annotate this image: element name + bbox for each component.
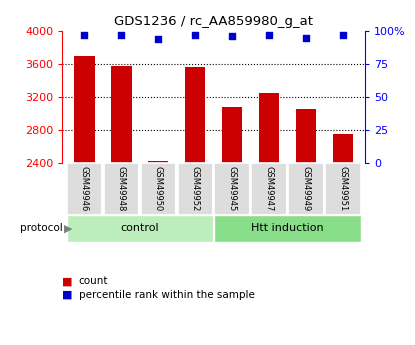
Point — [155, 36, 161, 42]
Bar — [185, 67, 205, 162]
Text: GSM49951: GSM49951 — [339, 166, 347, 211]
Title: GDS1236 / rc_AA859980_g_at: GDS1236 / rc_AA859980_g_at — [114, 16, 313, 29]
Bar — [141, 162, 176, 215]
Point — [118, 32, 124, 38]
Text: GSM49948: GSM49948 — [117, 166, 126, 211]
Bar — [222, 107, 242, 162]
Text: GSM49950: GSM49950 — [154, 166, 163, 211]
Text: percentile rank within the sample: percentile rank within the sample — [79, 290, 255, 300]
Text: GSM49947: GSM49947 — [265, 166, 273, 211]
Bar — [288, 162, 324, 215]
Bar — [111, 66, 132, 162]
Bar — [148, 161, 168, 162]
Bar — [67, 215, 213, 242]
Point — [192, 32, 198, 38]
Text: GSM49949: GSM49949 — [302, 166, 310, 211]
Point — [266, 32, 273, 38]
Text: ▶: ▶ — [64, 223, 73, 233]
Text: GSM49952: GSM49952 — [191, 166, 200, 211]
Bar — [259, 93, 279, 162]
Point — [303, 35, 310, 40]
Text: Htt induction: Htt induction — [251, 223, 324, 233]
Bar — [67, 162, 102, 215]
Bar — [215, 162, 250, 215]
Bar — [178, 162, 213, 215]
Bar — [215, 215, 361, 242]
Text: GSM49945: GSM49945 — [228, 166, 237, 211]
Point — [229, 33, 236, 39]
Point — [81, 32, 88, 38]
Point — [340, 32, 347, 38]
Text: count: count — [79, 276, 108, 286]
Bar — [104, 162, 139, 215]
Text: protocol: protocol — [20, 223, 62, 233]
Bar — [296, 109, 316, 162]
Text: GSM49946: GSM49946 — [80, 166, 89, 211]
Text: control: control — [120, 223, 159, 233]
Bar — [333, 134, 353, 162]
Bar — [325, 162, 361, 215]
Bar — [251, 162, 287, 215]
Bar — [74, 56, 95, 162]
Text: ■: ■ — [62, 290, 73, 300]
Text: ■: ■ — [62, 276, 73, 286]
